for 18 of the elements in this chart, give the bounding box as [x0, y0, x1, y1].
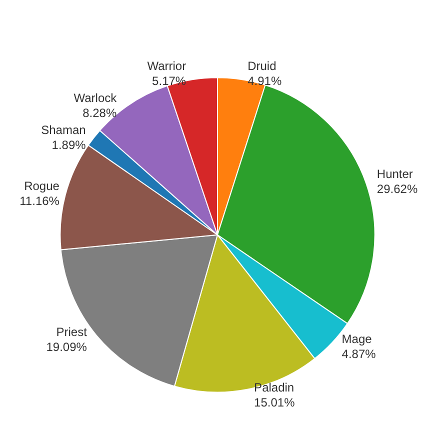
slice-label: Priest — [56, 324, 88, 339]
data-label: 4.91% — [248, 74, 282, 88]
slice-label: Warlock — [74, 91, 118, 106]
data-label: 8.28% — [82, 106, 117, 120]
data-label: 4.87% — [342, 346, 376, 361]
data-label: 19.09% — [46, 340, 88, 354]
slice-label: Hunter — [376, 167, 413, 182]
data-label: 29.62% — [376, 182, 418, 196]
data-label: 5.17% — [152, 74, 186, 88]
data-label: 15.01% — [254, 396, 296, 410]
data-label: 1.89% — [52, 138, 86, 152]
slice-label: Paladin — [254, 380, 294, 395]
data-label: 11.16% — [20, 194, 60, 208]
slice-label: Druid — [248, 59, 276, 74]
slice-label: Mage — [342, 332, 372, 346]
slice-label: Warrior — [147, 59, 186, 74]
slice-label: Rogue — [24, 178, 60, 193]
slice-label: Shaman — [41, 123, 86, 138]
